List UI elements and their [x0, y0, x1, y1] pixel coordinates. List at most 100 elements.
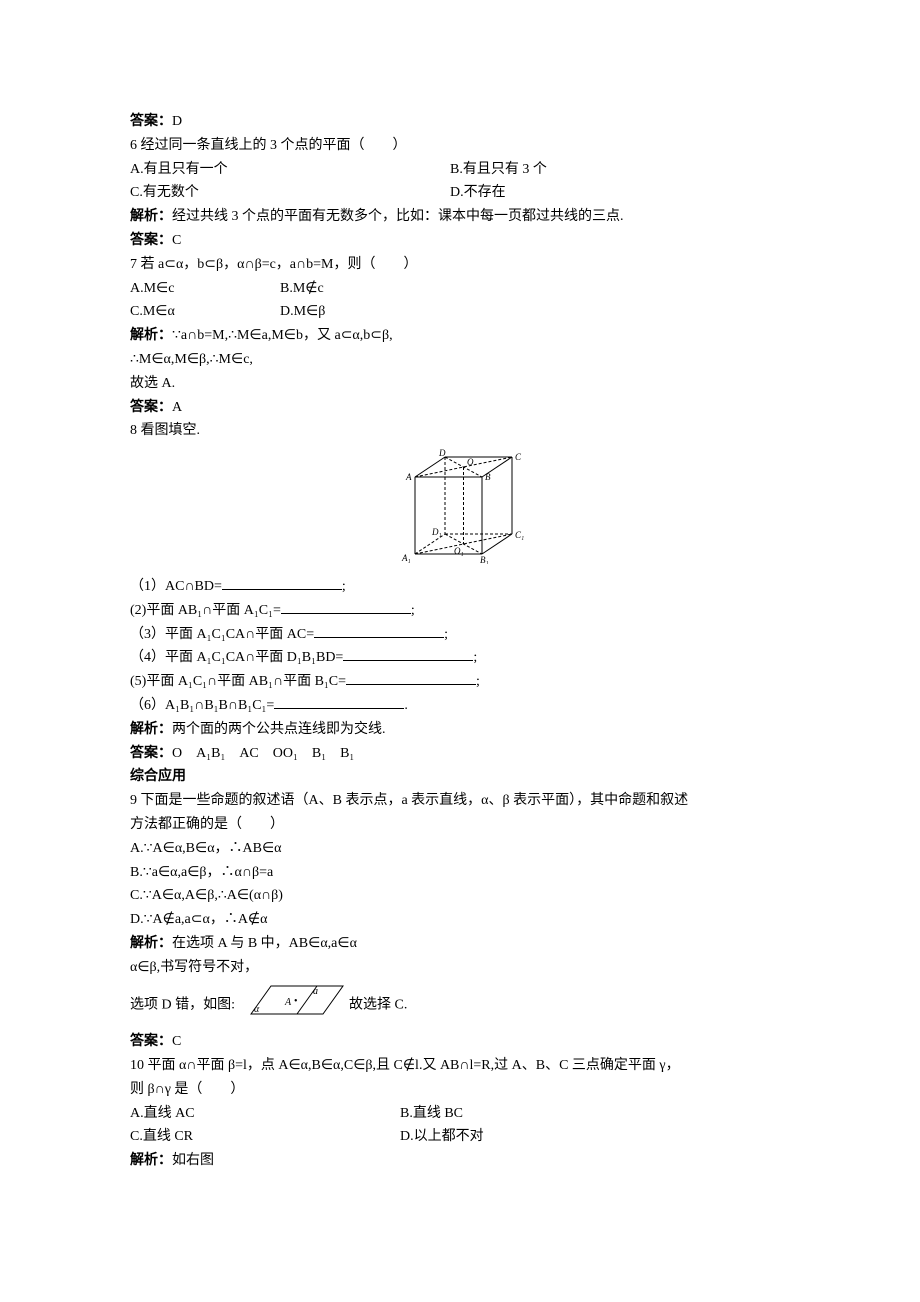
q7-answer: 答案：A [130, 396, 790, 420]
prism-diagram-svg: A D C B O A₁ D₁ C₁ B₁ O₁ [390, 449, 530, 564]
q9-fig-A: A [284, 997, 292, 1008]
q6-explain-text: 经过共线 3 个点的平面有无数多个，比如：课本中每一页都过共线的三点. [172, 209, 624, 224]
q8-explain: 解析：两个面的两个公共点连线即为交线. [130, 718, 790, 742]
q6-explain: 解析：经过共线 3 个点的平面有无数多个，比如：课本中每一页都过共线的三点. [130, 205, 790, 229]
page: 答案：D 6 经过同一条直线上的 3 个点的平面（ ） A.有且只有一个 B.有… [0, 0, 920, 1233]
section-title: 综合应用 [130, 765, 790, 789]
q10-explain: 解析：如右图 [130, 1149, 790, 1173]
q8-sub1: （1）AC∩BD=; [130, 575, 790, 599]
q9-stem-2: 方法都正确的是（ ） [130, 813, 790, 837]
q8-answer-value: O A₁B₁ AC OO₁ B₁ B₁ [172, 746, 354, 761]
label-O: O [467, 457, 474, 467]
q8-sub4: （4）平面 A₁C₁CA∩平面 D₁B₁BD=; [130, 646, 790, 670]
q9-optD: D.∵A∉a,a⊂α，∴A∉α [130, 908, 790, 932]
q6-answer-value: C [172, 233, 181, 248]
q10-row2: C.直线 CR D.以上都不对 [130, 1125, 790, 1149]
q8-sub5-prefix: (5)平面 A₁C₁∩平面 AB₁∩平面 B₁C= [130, 674, 346, 689]
q7-stem-suffix: ） [403, 257, 417, 272]
q9-stem2-prefix: 方法都正确的是（ [130, 817, 242, 832]
q9-answer-label: 答案： [130, 1034, 172, 1049]
q8-sub2-prefix: (2)平面 AB₁∩平面 A₁C₁= [130, 603, 281, 618]
q7-stem-prefix: 7 若 a⊂α，b⊂β，α∩β=c，a∩b=M，则（ [130, 257, 375, 272]
q8-blank5 [346, 670, 476, 685]
q10-explain-label: 解析： [130, 1153, 172, 1168]
q7-optC: C.M∈α [130, 300, 280, 324]
q8-sub1-prefix: （1）AC∩BD= [130, 579, 222, 594]
answer-5: 答案：D [130, 110, 790, 134]
q7-row2: C.M∈α D.M∈β [130, 300, 790, 324]
q8-sub6-suffix: . [404, 698, 408, 713]
q6-optB: B.有且只有 3 个 [450, 158, 790, 182]
q8-answer: 答案：O A₁B₁ AC OO₁ B₁ B₁ [130, 742, 790, 766]
q10-stem-2: 则 β∩γ 是（ ） [130, 1078, 790, 1102]
q8-answer-label: 答案： [130, 746, 172, 761]
q9-explain-text1: 在选项 A 与 B 中，AB∈α,a∈α [172, 936, 357, 951]
q10-optC: C.直线 CR [130, 1125, 400, 1149]
q9-fig-alpha: α [254, 1004, 260, 1015]
q9-explain-3: 选项 D 错，如图: α A • a 故选择 C. [130, 980, 790, 1031]
q9-answer-value: C [172, 1034, 181, 1049]
q7-stem: 7 若 a⊂α，b⊂β，α∩β=c，a∩b=M，则（ ） [130, 253, 790, 277]
q6-answer-label: 答案： [130, 233, 172, 248]
label-O1: O₁ [454, 546, 464, 556]
q7-explain-3: 故选 A. [130, 372, 790, 396]
q10-row1: A.直线 AC B.直线 BC [130, 1102, 790, 1126]
q8-sub5: (5)平面 A₁C₁∩平面 AB₁∩平面 B₁C=; [130, 670, 790, 694]
q10-optD: D.以上都不对 [400, 1125, 790, 1149]
answer-value: D [172, 114, 182, 129]
q6-optD: D.不存在 [450, 181, 790, 205]
q10-optA: A.直线 AC [130, 1102, 400, 1126]
label-C: C [515, 452, 522, 462]
q7-row1: A.M∈c B.M∉c [130, 277, 790, 301]
q8-blank1 [222, 575, 342, 590]
label-D1: D₁ [431, 527, 442, 537]
label-B: B [485, 472, 491, 482]
q8-blank4 [343, 646, 473, 661]
q10-stem2-prefix: 则 β∩γ 是（ [130, 1082, 202, 1097]
q6-stem-suffix: ） [393, 138, 407, 153]
q8-sub6-prefix: （6）A₁B₁∩B₁B∩B₁C₁= [130, 698, 274, 713]
q6-row2: C.有无数个 D.不存在 [130, 181, 790, 205]
q6-answer: 答案：C [130, 229, 790, 253]
q8-blank6 [274, 694, 404, 709]
q8-diagram: A D C B O A₁ D₁ C₁ B₁ O₁ [130, 443, 790, 575]
q7-answer-label: 答案： [130, 400, 172, 415]
q9-explain-1: 解析：在选项 A 与 B 中，AB∈α,a∈α [130, 932, 790, 956]
q9-explain-2: α∈β,书写符号不对， [130, 956, 790, 980]
q9-optC: C.∵A∈α,A∈β,∴A∈(α∩β) [130, 884, 790, 908]
q8-sub6: （6）A₁B₁∩B₁B∩B₁C₁=. [130, 694, 790, 718]
q8-sub3-suffix: ; [444, 627, 448, 642]
q10-optB: B.直线 BC [400, 1102, 790, 1126]
q8-sub2-suffix: ; [411, 603, 415, 618]
q9-optB: B.∵a∈α,a∈β，∴α∩β=a [130, 861, 790, 885]
q9-optA: A.∵A∈α,B∈α，∴AB∈α [130, 837, 790, 861]
q8-explain-label: 解析： [130, 722, 172, 737]
label-C1: C₁ [515, 530, 524, 540]
q9-fig-a: a [313, 986, 318, 997]
q6-optA: A.有且只有一个 [130, 158, 450, 182]
q8-blank2 [281, 599, 411, 614]
q8-sub2: (2)平面 AB₁∩平面 A₁C₁=; [130, 599, 790, 623]
q7-explain-text1: ∵a∩b=M,∴M∈a,M∈b，又 a⊂α,b⊂β, [172, 328, 393, 343]
q8-explain-text: 两个面的两个公共点连线即为交线. [172, 722, 386, 737]
q7-explain-1: 解析：∵a∩b=M,∴M∈a,M∈b，又 a⊂α,b⊂β, [130, 324, 790, 348]
q8-sub1-suffix: ; [342, 579, 346, 594]
q8-blank3 [314, 623, 444, 638]
q9-explain-3a: 选项 D 错，如图: [130, 997, 235, 1012]
q8-sub4-suffix: ; [473, 650, 477, 665]
q8-sub4-prefix: （4）平面 A₁C₁CA∩平面 D₁B₁BD= [130, 650, 343, 665]
q7-explain-label: 解析： [130, 328, 172, 343]
label-A: A [405, 472, 412, 482]
q8-sub3: （3）平面 A₁C₁CA∩平面 AC=; [130, 623, 790, 647]
q6-row1: A.有且只有一个 B.有且只有 3 个 [130, 158, 790, 182]
q9-fig-dot: • [294, 996, 298, 1007]
q9-explain-3b: 故选择 C. [349, 997, 407, 1012]
q6-explain-label: 解析： [130, 209, 172, 224]
q6-stem: 6 经过同一条直线上的 3 个点的平面（ ） [130, 134, 790, 158]
q8-sub5-suffix: ; [476, 674, 480, 689]
q7-optB: B.M∉c [280, 277, 790, 301]
q8-sub3-prefix: （3）平面 A₁C₁CA∩平面 AC= [130, 627, 314, 642]
q7-optD: D.M∈β [280, 300, 790, 324]
label-B1: B₁ [480, 555, 489, 564]
q9-explain-label: 解析： [130, 936, 172, 951]
